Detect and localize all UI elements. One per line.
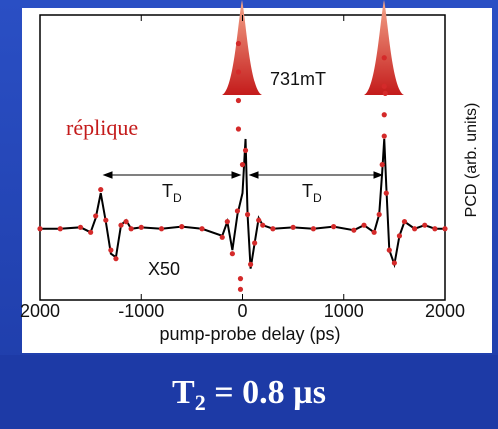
data-point <box>237 276 244 282</box>
data-point <box>376 211 382 218</box>
data-point <box>37 226 43 232</box>
data-point <box>381 133 387 139</box>
annotation: TD <box>302 181 322 205</box>
data-point <box>248 261 254 267</box>
data-point <box>237 286 244 292</box>
data-point <box>422 222 428 228</box>
data-point <box>381 112 387 118</box>
x-tick-label: 2000 <box>425 301 465 321</box>
data-point <box>57 226 63 232</box>
data-point <box>270 226 276 232</box>
y-axis-label: PCD (arb. units) <box>463 103 480 218</box>
x-tick-label: -1000 <box>118 301 164 321</box>
data-point <box>383 190 389 196</box>
data-point <box>224 219 230 225</box>
footer-equation: T2 = 0.8 µs <box>172 374 326 415</box>
annotation-main: T <box>162 181 173 201</box>
data-point <box>381 83 387 89</box>
x-tick-label: 2000 <box>20 301 60 321</box>
annotation-main: T <box>302 181 313 201</box>
footer-rest: = 0.8 µs <box>206 374 326 411</box>
data-point <box>128 226 134 232</box>
data-point <box>396 233 403 239</box>
data-point <box>234 208 241 214</box>
chart-panel <box>22 8 492 353</box>
data-point <box>401 219 408 225</box>
data-point <box>371 229 377 235</box>
data-point <box>310 226 316 232</box>
data-point <box>256 217 262 223</box>
data-point <box>252 240 258 246</box>
data-point <box>235 126 242 132</box>
data-point <box>244 211 251 218</box>
data-point <box>123 219 129 225</box>
x-tick-label: 0 <box>237 301 247 321</box>
data-point <box>77 224 84 230</box>
data-point <box>260 222 266 228</box>
data-point <box>235 40 242 47</box>
data-point <box>219 234 225 240</box>
footer-main: T <box>172 374 195 411</box>
data-point <box>118 222 124 228</box>
data-point <box>113 256 119 262</box>
footer-sub: 2 <box>195 390 206 415</box>
data-point <box>331 224 337 230</box>
data-point <box>382 90 388 96</box>
data-point <box>235 97 242 104</box>
data-point <box>386 247 392 253</box>
data-point <box>391 260 397 266</box>
annotation: X50 <box>148 259 180 279</box>
data-point <box>108 247 114 253</box>
data-point <box>199 226 205 232</box>
data-point <box>239 162 246 168</box>
data-point <box>442 226 448 232</box>
data-point <box>158 226 165 232</box>
data-point <box>381 55 387 61</box>
data-point <box>93 213 99 219</box>
plot: 2000 -1000 0 1000 2000 <box>20 15 465 321</box>
annotation: réplique <box>66 115 138 140</box>
annotation-sub: D <box>313 191 322 205</box>
data-point <box>379 162 385 168</box>
annotation: TD <box>162 181 182 205</box>
data-point <box>103 217 109 223</box>
data-point <box>412 226 418 232</box>
data-point <box>229 251 235 257</box>
data-point <box>138 224 144 230</box>
data-point <box>242 147 249 153</box>
x-axis-label: pump-probe delay (ps) <box>159 324 340 344</box>
data-point <box>179 224 185 230</box>
replica-pulse <box>222 0 262 95</box>
data-point <box>432 226 438 232</box>
data-point <box>235 69 242 75</box>
footer-band <box>0 355 498 429</box>
data-point <box>290 224 296 230</box>
data-point <box>98 186 104 193</box>
data-point <box>361 222 367 228</box>
annotation-sub: D <box>173 191 182 205</box>
annotation: 731mT <box>270 69 326 89</box>
data-point <box>88 229 94 235</box>
arrow <box>102 171 384 179</box>
data-line <box>40 138 445 269</box>
replica-pulse <box>364 0 404 95</box>
x-tick-label: 1000 <box>324 301 364 321</box>
data-point <box>351 227 357 233</box>
